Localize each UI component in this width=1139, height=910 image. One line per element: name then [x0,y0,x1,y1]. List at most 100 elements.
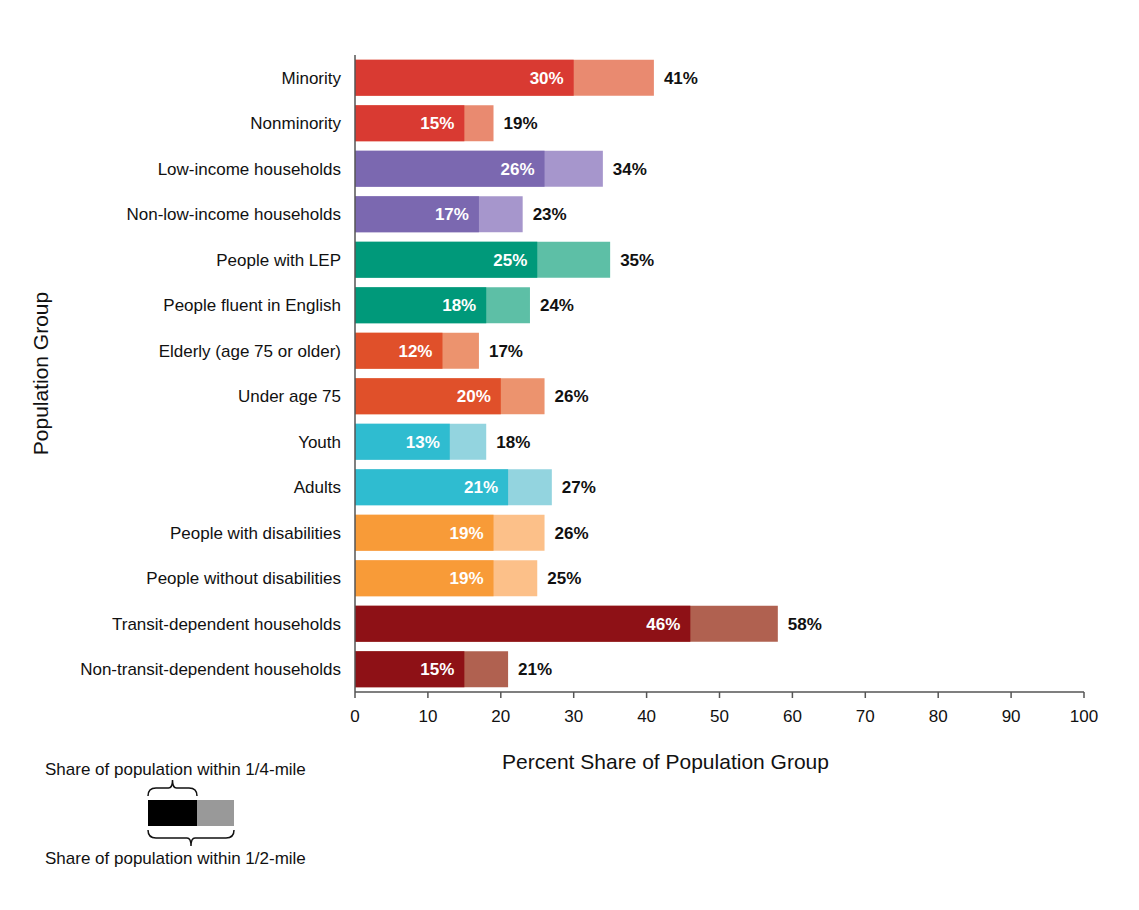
data-label: 19% [449,524,483,543]
bar [355,60,574,96]
data-label: 26% [555,387,589,406]
category-label: Minority [281,69,341,88]
category-label: Nonminority [250,114,341,133]
data-label: 24% [540,296,574,315]
x-tick [792,692,794,698]
bar [355,515,494,551]
category-label: Elderly (age 75 or older) [159,342,341,361]
category-label: Transit-dependent households [112,615,341,634]
bar [355,651,508,687]
x-tick [354,692,356,698]
legend-brace [148,830,234,846]
legend-swatch [148,800,197,826]
chart: 30% 15% 26% 17% 25% 18% 12% 20% 13% 21% 19% 19% 46% 1… [0,0,1139,910]
x-tick-label: 100 [1070,707,1098,726]
data-label: 58% [788,615,822,634]
bar [355,560,494,596]
category-label: Youth [298,433,341,452]
x-tick [1083,692,1085,698]
category-label: Under age 75 [238,387,341,406]
category-label: People with LEP [216,251,341,270]
bar [355,151,545,187]
bar [355,60,654,96]
bar [355,378,545,414]
data-label: 27% [562,478,596,497]
bar [355,196,523,232]
x-tick [1010,692,1012,698]
data-label: 13% [406,433,440,452]
bar [355,378,501,414]
x-tick-label: 60 [783,707,802,726]
data-label: 35% [620,251,654,270]
x-tick [500,692,502,698]
x-tick-label: 80 [929,707,948,726]
bar [355,560,537,596]
data-label: 25% [493,251,527,270]
legend-swatch [197,800,234,826]
data-label: 26% [501,160,535,179]
bar [355,151,603,187]
bar [355,606,778,642]
data-label: 26% [555,524,589,543]
bar [355,333,442,369]
x-tick-label: 70 [856,707,875,726]
data-label: 15% [420,114,454,133]
category-label: Low-income households [158,160,341,179]
bar [355,469,552,505]
x-tick-label: 10 [418,707,437,726]
bar [355,606,690,642]
category-label: Adults [294,478,341,497]
data-label: 20% [457,387,491,406]
data-label: 21% [464,478,498,497]
x-tick-label: 50 [710,707,729,726]
x-tick [865,692,867,698]
x-tick-label: 0 [350,707,359,726]
data-label: 15% [420,660,454,679]
x-tick [937,692,939,698]
data-label: 41% [664,69,698,88]
x-tick-label: 20 [491,707,510,726]
y-axis-line [354,55,356,692]
bar [355,515,545,551]
bar [355,196,479,232]
x-tick [573,692,575,698]
legend-label: Share of population within 1/2-mile [45,849,306,868]
data-label: 34% [613,160,647,179]
bar [355,651,464,687]
data-label: 17% [489,342,523,361]
legend: Share of population within 1/4-mile Share… [45,760,306,868]
bar [355,105,494,141]
category-label: Non-low-income households [126,205,341,224]
data-label: 19% [504,114,538,133]
category-label: People fluent in English [163,296,341,315]
bar [355,105,464,141]
bar [355,469,508,505]
data-labels: 30% 15% 26% 17% 25% 18% 12% 20% 13% 21% 19% 19% 46% 1… [398,69,821,680]
data-label: 46% [646,615,680,634]
data-label: 12% [398,342,432,361]
x-tick [427,692,429,698]
x-tick [719,692,721,698]
legend-label: Share of population within 1/4-mile [45,760,306,779]
x-tick [646,692,648,698]
data-label: 18% [496,433,530,452]
data-label: 23% [533,205,567,224]
x-tick-label: 90 [1002,707,1021,726]
category-label: People with disabilities [170,524,341,543]
bars [355,60,778,688]
data-label: 19% [449,569,483,588]
bar [355,242,610,278]
y-axis-title: Population Group [29,292,52,455]
bar [355,287,486,323]
x-axis-title: Percent Share of Population Group [502,750,829,773]
x-tick-label: 40 [637,707,656,726]
bar [355,333,479,369]
x-tick-label: 30 [564,707,583,726]
data-label: 25% [547,569,581,588]
legend-brace [148,780,197,796]
bar [355,242,537,278]
data-label: 17% [435,205,469,224]
data-label: 30% [530,69,564,88]
bar [355,424,486,460]
category-label: Non-transit-dependent households [80,660,341,679]
